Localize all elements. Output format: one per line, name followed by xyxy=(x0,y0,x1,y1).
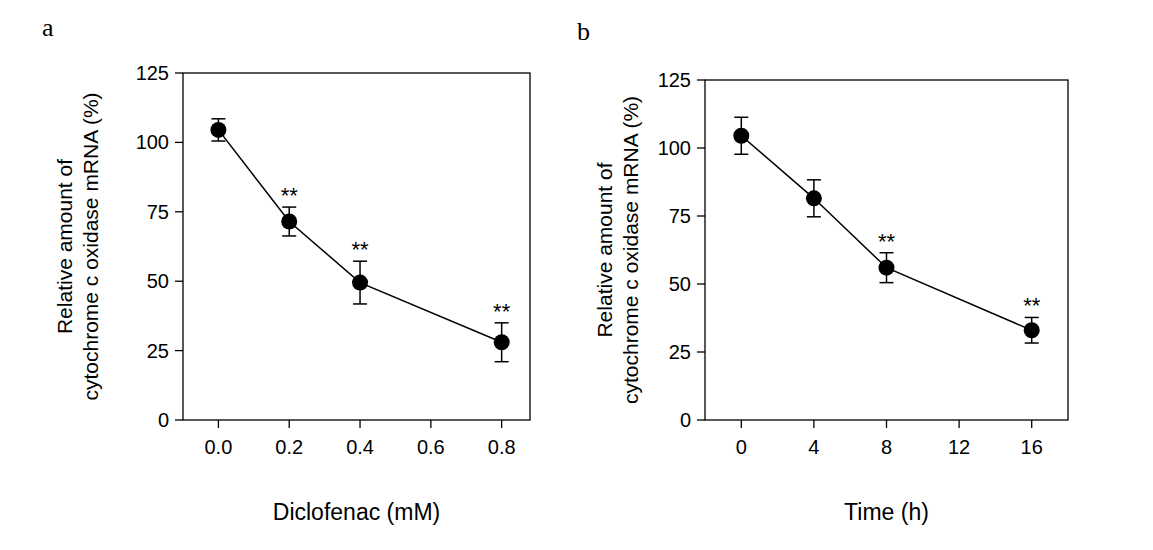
x-tick xyxy=(1031,420,1032,428)
error-cap xyxy=(734,117,748,119)
data-point xyxy=(806,190,822,206)
error-cap xyxy=(495,361,509,363)
significance-mark: ** xyxy=(281,183,299,208)
y-tick-label: 100 xyxy=(136,131,169,153)
x-tick xyxy=(359,420,360,428)
y-axis-label-line: cytochrome c oxidase mRNA (%) xyxy=(79,92,102,400)
y-tick xyxy=(697,351,705,352)
error-cap xyxy=(880,282,894,284)
panel-letter: a xyxy=(42,13,54,42)
y-tick-label: 100 xyxy=(658,137,691,159)
x-tick-label: 12 xyxy=(948,436,970,458)
marks xyxy=(210,119,509,362)
x-tick-label: 4 xyxy=(808,436,819,458)
x-tick-label: 0.2 xyxy=(275,436,303,458)
error-bar xyxy=(1025,317,1039,343)
y-tick xyxy=(697,147,705,148)
error-cap xyxy=(807,216,821,218)
panel: b 0 25 50 75 100 125 0 4 8 12 16 Time (h) Relative am… xyxy=(577,17,1068,525)
x-tick xyxy=(218,420,219,428)
data-line xyxy=(218,130,501,342)
error-bar xyxy=(211,119,225,141)
x-tick-label: 0 xyxy=(736,436,747,458)
error-bar xyxy=(495,323,509,362)
x-tick xyxy=(886,420,887,428)
x-tick-label: 0.4 xyxy=(346,436,374,458)
y-tick-label: 125 xyxy=(136,62,169,84)
y-tick xyxy=(175,142,183,143)
error-cap xyxy=(353,303,367,305)
y-axis-label: Relative amount ofcytochrome c oxidase m… xyxy=(53,92,102,400)
y-tick-label: 25 xyxy=(147,340,169,362)
error-bar xyxy=(807,180,821,217)
x-tick xyxy=(289,420,290,428)
data-point xyxy=(210,122,226,138)
x-tick-label: 0.8 xyxy=(488,436,516,458)
error-cap xyxy=(807,179,821,181)
y-tick xyxy=(175,72,183,73)
data-point xyxy=(281,214,297,230)
y-tick xyxy=(175,211,183,212)
error-cap xyxy=(211,140,225,142)
marks xyxy=(733,117,1039,343)
y-axis-label-line: cytochrome c oxidase mRNA (%) xyxy=(619,96,642,404)
data-point xyxy=(879,260,895,276)
y-axis-label-line: Relative amount of xyxy=(593,162,616,337)
x-tick-label: 0.6 xyxy=(417,436,445,458)
x-tick xyxy=(958,420,959,428)
y-tick xyxy=(697,283,705,284)
y-axis-label: Relative amount ofcytochrome c oxidase m… xyxy=(593,96,642,404)
y-tick-label: 25 xyxy=(669,341,691,363)
y-tick-label: 0 xyxy=(680,409,691,431)
y-tick xyxy=(697,215,705,216)
data-point xyxy=(352,275,368,291)
y-tick xyxy=(697,79,705,80)
y-tick-label: 75 xyxy=(147,201,169,223)
data-point xyxy=(494,334,510,350)
significance-mark: ** xyxy=(1023,293,1041,318)
x-tick xyxy=(430,420,431,428)
plot-frame xyxy=(705,80,1068,420)
x-axis-label: Time (h) xyxy=(844,499,929,525)
y-tick-label: 125 xyxy=(658,69,691,91)
x-tick xyxy=(741,420,742,428)
y-tick xyxy=(175,281,183,282)
data-point xyxy=(1024,322,1040,338)
significance-mark: ** xyxy=(493,299,511,324)
x-tick xyxy=(501,420,502,428)
x-tick-label: 0.0 xyxy=(205,436,233,458)
error-bar xyxy=(734,117,748,154)
y-tick-label: 75 xyxy=(669,205,691,227)
error-cap xyxy=(282,235,296,237)
y-tick-label: 0 xyxy=(158,409,169,431)
x-tick-label: 8 xyxy=(881,436,892,458)
error-bar xyxy=(880,253,894,283)
plot-frame xyxy=(183,73,530,420)
y-tick xyxy=(175,350,183,351)
error-bar xyxy=(353,261,367,304)
panel-letter: b xyxy=(577,17,590,46)
figure: a 0 25 50 75 100 125 0.0 0.2 0.4 0.6 0.8 Diclofenac … xyxy=(0,0,1153,550)
significance-mark: ** xyxy=(351,237,369,262)
y-tick-label: 50 xyxy=(669,273,691,295)
error-cap xyxy=(734,154,748,156)
error-bar xyxy=(282,207,296,236)
y-tick xyxy=(175,419,183,420)
error-cap xyxy=(211,118,225,120)
significance-mark: ** xyxy=(878,229,896,254)
data-line xyxy=(741,136,1031,330)
data-point xyxy=(733,128,749,144)
x-axis-label: Diclofenac (mM) xyxy=(273,499,440,525)
x-tick xyxy=(813,420,814,428)
y-axis-label-line: Relative amount of xyxy=(53,159,76,334)
error-cap xyxy=(1025,342,1039,344)
x-tick-label: 16 xyxy=(1021,436,1043,458)
y-tick-label: 50 xyxy=(147,270,169,292)
panel: a 0 25 50 75 100 125 0.0 0.2 0.4 0.6 0.8 Diclofenac … xyxy=(42,13,530,525)
y-tick xyxy=(697,419,705,420)
